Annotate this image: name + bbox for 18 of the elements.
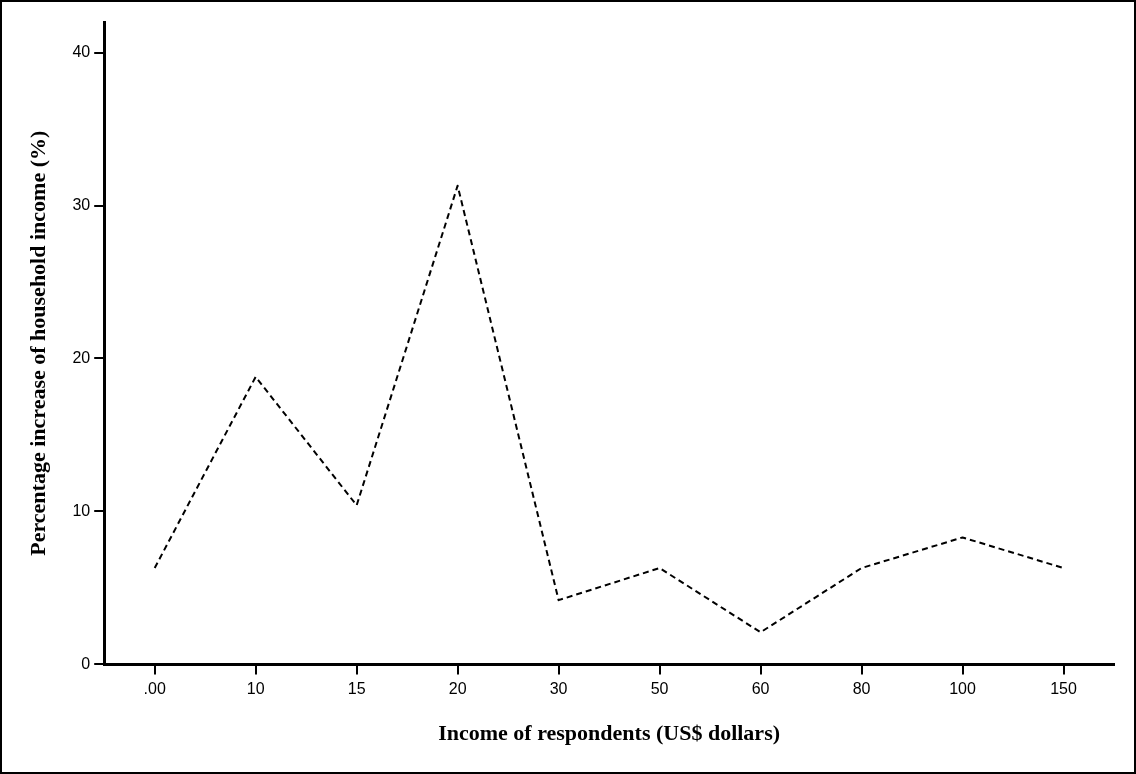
x-axis-title: Income of respondents (US$ dollars) xyxy=(438,720,781,746)
x-tick-label: 20 xyxy=(448,680,467,698)
y-tick-label: 20 xyxy=(72,348,91,366)
x-tick-label: 150 xyxy=(1050,680,1077,698)
y-tick-label: 0 xyxy=(81,654,91,672)
x-tick-label: .00 xyxy=(143,680,166,698)
x-tick-label: 50 xyxy=(650,680,669,698)
y-tick-label: 30 xyxy=(72,195,91,213)
y-tick-label: 10 xyxy=(72,501,91,519)
line-series xyxy=(153,184,1065,634)
x-tick-label: 60 xyxy=(751,680,770,698)
y-axis-title: Percentage increase of household income (%) xyxy=(24,130,50,556)
x-tick-label: 80 xyxy=(852,680,871,698)
x-tick-label: 30 xyxy=(549,680,568,698)
x-tick-label: 100 xyxy=(949,680,976,698)
x-tick-label: 10 xyxy=(246,680,265,698)
y-tick-label: 40 xyxy=(72,43,91,60)
x-tick-label: 15 xyxy=(347,680,366,698)
